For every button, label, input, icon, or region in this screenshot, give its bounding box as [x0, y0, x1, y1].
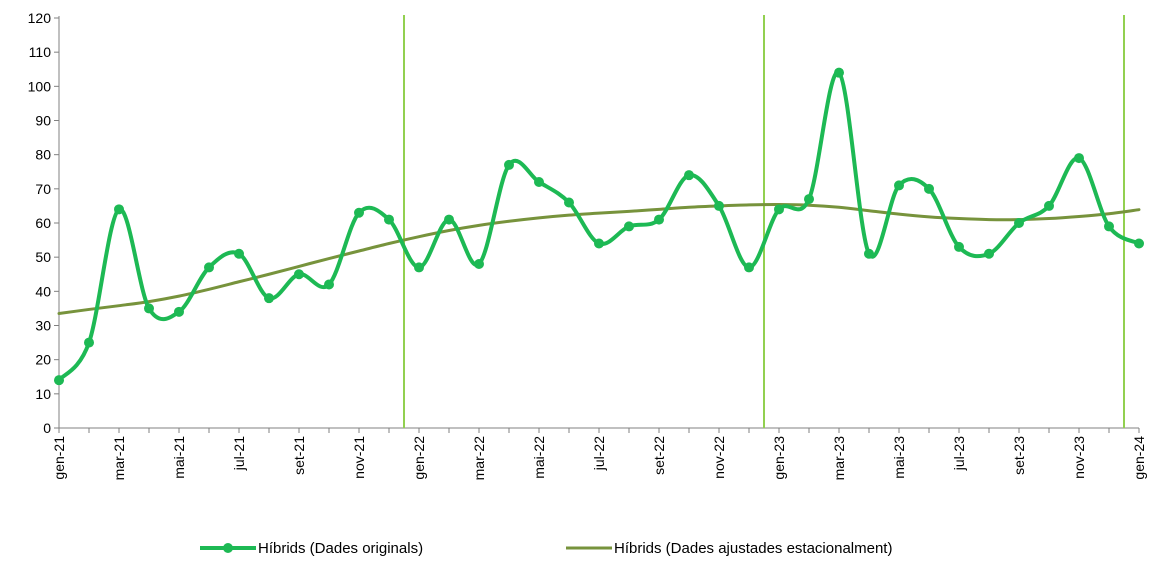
series-layer [54, 67, 1144, 386]
legend-item-adjusted[interactable]: Híbrids (Dades ajustades estacionalment) [566, 540, 892, 557]
x-tick-label: gen-24 [1131, 436, 1147, 480]
y-tick-label: 30 [35, 318, 51, 334]
data-point-original[interactable] [114, 204, 124, 215]
data-point-original[interactable] [504, 159, 514, 170]
x-axis: gen-21 mar-21 mai-21 jul-21 set-21 nov-21 gen-… [51, 427, 1147, 481]
x-tick-label: jul-23 [951, 436, 967, 471]
data-point-original[interactable] [1134, 238, 1144, 249]
legend-item-original[interactable]: Híbrids (Dades originals) [200, 540, 423, 557]
x-tick-label: nov-22 [711, 436, 727, 479]
data-point-original[interactable] [534, 177, 544, 187]
y-tick-label: 70 [35, 181, 51, 197]
data-point-original[interactable] [414, 262, 424, 273]
year-separators [403, 15, 1125, 428]
data-point-original[interactable] [54, 375, 64, 386]
legend-marker-original [223, 543, 233, 553]
data-point-original[interactable] [1104, 221, 1114, 232]
x-tick-label: nov-21 [351, 436, 367, 479]
data-point-original[interactable] [354, 207, 364, 218]
y-tick-label: 40 [35, 283, 51, 299]
legend-label-original: Híbrids (Dades originals) [258, 540, 423, 557]
data-point-original[interactable] [174, 306, 184, 317]
x-tick-label: jul-22 [591, 436, 607, 471]
y-tick-label: 80 [35, 147, 51, 163]
legend-label-adjusted: Híbrids (Dades ajustades estacionalment) [614, 540, 892, 557]
y-tick-label: 50 [35, 249, 51, 265]
series-line-adjusted [57, 203, 1141, 316]
legend: Híbrids (Dades originals) Híbrids (Dades… [200, 540, 892, 557]
data-point-original[interactable] [564, 197, 574, 208]
y-tick-label: 10 [35, 386, 51, 402]
data-point-original[interactable] [954, 241, 964, 252]
x-tick-label: nov-23 [1071, 436, 1087, 479]
y-tick-label: 100 [28, 78, 52, 94]
y-tick-label: 90 [35, 113, 51, 129]
data-point-original[interactable] [324, 279, 334, 290]
x-tick-label: mar-21 [111, 436, 127, 481]
x-tick-label: jul-21 [231, 436, 247, 471]
data-point-original[interactable] [234, 248, 244, 259]
data-point-original[interactable] [834, 67, 844, 78]
data-point-original[interactable] [1014, 218, 1024, 228]
data-point-original[interactable] [774, 204, 784, 215]
data-point-original[interactable] [444, 214, 454, 225]
data-point-original[interactable] [864, 248, 874, 259]
data-point-original[interactable] [264, 293, 274, 304]
data-point-original[interactable] [594, 238, 604, 249]
data-point-original[interactable] [714, 200, 724, 211]
data-point-original[interactable] [984, 248, 994, 259]
data-point-original[interactable] [204, 262, 214, 273]
x-tick-label: mai-22 [531, 436, 547, 479]
data-point-original[interactable] [474, 259, 484, 269]
data-point-original[interactable] [744, 262, 754, 273]
y-tick-label: 60 [35, 215, 51, 231]
y-axis: 0 10 20 30 40 50 60 70 80 90 100 110 120 [28, 10, 60, 436]
data-point-original[interactable] [624, 221, 634, 232]
x-tick-label: gen-21 [51, 436, 67, 480]
x-tick-label: set-21 [291, 436, 307, 475]
data-point-original[interactable] [654, 214, 664, 225]
data-point-original[interactable] [894, 180, 904, 191]
x-tick-label: set-23 [1011, 436, 1027, 475]
data-point-original[interactable] [804, 194, 814, 205]
x-tick-label: gen-22 [411, 436, 427, 480]
data-point-original[interactable] [144, 303, 154, 314]
data-point-original[interactable] [1074, 153, 1084, 164]
x-tick-label: set-22 [651, 436, 667, 475]
series-line-original [57, 70, 1141, 383]
x-tick-label: gen-23 [771, 436, 787, 480]
y-tick-label: 110 [29, 44, 52, 60]
data-point-original[interactable] [1044, 200, 1054, 211]
data-point-original[interactable] [84, 337, 94, 348]
y-tick-label: 120 [28, 10, 52, 26]
x-tick-label: mar-22 [471, 436, 487, 481]
y-tick-label: 0 [43, 420, 51, 436]
data-point-original[interactable] [924, 183, 934, 194]
x-tick-label: mai-23 [891, 436, 907, 479]
data-point-original[interactable] [684, 170, 694, 181]
data-point-original[interactable] [294, 269, 304, 280]
x-tick-label: mar-23 [831, 436, 847, 481]
x-tick-label: mai-21 [171, 436, 187, 479]
y-tick-label: 20 [35, 352, 51, 368]
data-point-original[interactable] [384, 214, 394, 225]
